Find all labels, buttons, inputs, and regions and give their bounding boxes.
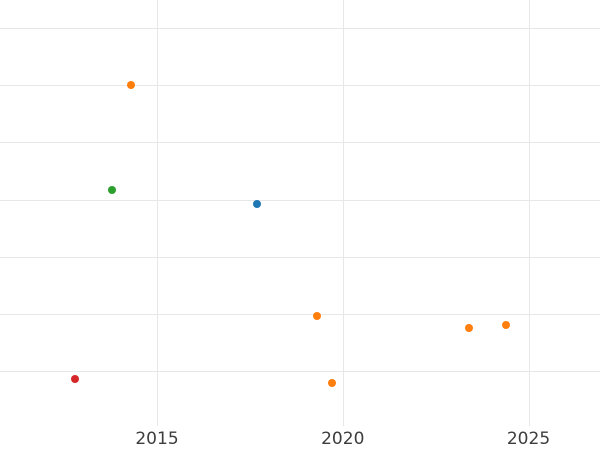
x-tick-label-2025: 2025 (506, 429, 551, 449)
vertical-gridline (157, 0, 158, 426)
vertical-gridline (528, 0, 530, 426)
x-tick-label-2020: 2020 (321, 429, 365, 449)
scatter-point-orange (465, 323, 474, 332)
vertical-gridline (343, 0, 344, 426)
scatter-point-orange (327, 378, 336, 387)
scatter-point-orange (312, 311, 321, 320)
scatter-point-orange (502, 320, 511, 329)
horizontal-gridline (0, 28, 600, 29)
horizontal-gridline (0, 199, 600, 201)
horizontal-gridline (0, 256, 600, 258)
scatter-point-red (71, 374, 80, 383)
scatter-point-orange (126, 81, 135, 90)
horizontal-gridline (0, 371, 600, 373)
horizontal-gridline (0, 85, 600, 87)
plot-area (0, 0, 600, 426)
horizontal-gridline (0, 142, 600, 144)
scatter-point-green (108, 186, 117, 195)
scatter-point-blue (253, 199, 262, 208)
x-tick-label-2015: 2015 (135, 429, 179, 449)
horizontal-gridline (0, 314, 600, 315)
